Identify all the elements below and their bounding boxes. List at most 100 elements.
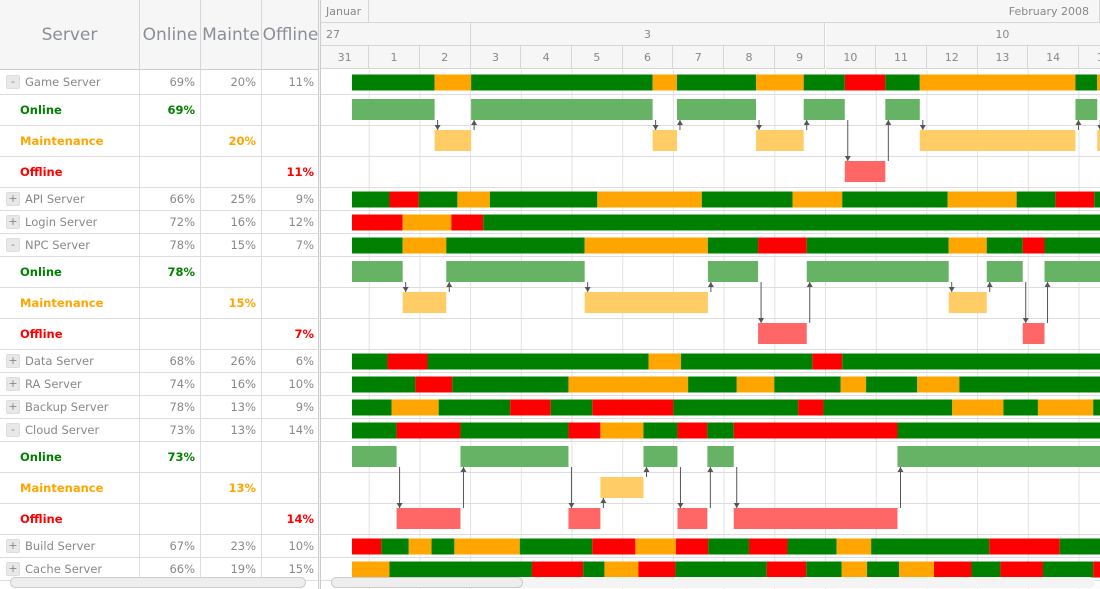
server-row[interactable]: Cache Server +66% 19% 15% [0,558,320,581]
week-header: 27 [321,23,471,46]
server-name: Login Server [0,211,140,233]
status-segment-maintenance [584,237,708,254]
grid-scrollbar-thumb[interactable] [10,577,306,588]
status-segment-offline [510,399,551,416]
status-segment-online [431,538,455,555]
online-percent [140,319,201,349]
server-row[interactable]: API Server +66% 25% 9% [0,188,320,211]
status-segment-online [489,191,598,208]
timeline-scrollbar-track[interactable] [331,577,1095,588]
online-percent: 66% [140,558,201,580]
server-name: Game Server [0,70,140,94]
collapse-button[interactable]: - [6,75,20,89]
server-row[interactable]: RA Server +74% 16% 10% [0,373,320,396]
status-bar-online [986,261,1023,282]
column-header-maintenance[interactable]: Mainte [201,0,262,70]
status-segment-offline [758,237,807,254]
splitter[interactable] [318,0,321,589]
status-label: Online [0,257,140,287]
server-row[interactable]: Data Server +68% 26% 6% [0,350,320,373]
day-header: 12 [926,46,978,69]
server-row[interactable]: NPC Server - 78% 15% 7% [0,234,320,257]
status-bar-offline [758,323,807,344]
connector-arrow-icon [652,125,659,130]
status-segment-online [351,353,388,370]
online-percent [140,473,201,503]
expand-button[interactable]: + [6,192,20,206]
server-row[interactable]: Login Server +72% 16% 12% [0,211,320,234]
status-label: Maintenance [0,288,140,318]
timeline-scrollbar-thumb[interactable] [331,577,523,588]
status-row-maintenance[interactable]: Maintenance 20% [0,126,320,157]
status-segment-online [707,237,759,254]
status-segment-online [427,353,649,370]
status-segment-online [1016,191,1056,208]
status-segment-maintenance [600,422,644,439]
day-header: 7 [673,46,725,69]
maintenance-percent [201,157,262,187]
server-row[interactable]: Game Server - 69% 20% 11% [0,70,320,95]
maintenance-percent: 13% [201,419,262,441]
status-segment-online [676,74,757,91]
status-row-maintenance[interactable]: Maintenance 13% [0,473,320,504]
status-segment-offline [748,538,788,555]
connector-arrow-icon [396,503,403,508]
offline-percent: 12% [262,211,320,233]
expand-button[interactable]: + [6,539,20,553]
status-segment-maintenance [648,353,682,370]
expand-button[interactable]: + [6,215,20,229]
status-segment-maintenance [434,74,472,91]
collapse-button[interactable]: - [6,238,20,252]
status-segment-maintenance [947,191,1017,208]
status-segment-offline [844,74,886,91]
collapse-button[interactable]: - [6,423,20,437]
online-percent: 73% [140,419,201,441]
status-bar-online [351,261,403,282]
status-segment-online [959,376,1100,393]
status-row-offline[interactable]: Offline 7% [0,319,320,350]
status-segment-online [708,538,749,555]
status-bar-maintenance [402,292,447,313]
status-segment-maintenance [736,376,775,393]
connector-arrow-icon [471,120,478,125]
status-row-maintenance[interactable]: Maintenance 15% [0,288,320,319]
status-segment-online [806,561,842,578]
column-header-server[interactable]: Server [0,0,140,70]
expand-button[interactable]: + [6,400,20,414]
status-row-offline[interactable]: Offline 11% [0,157,320,188]
status-row-offline[interactable]: Offline 14% [0,504,320,535]
maintenance-percent [201,319,262,349]
server-row[interactable]: Build Server +67% 23% 10% [0,535,320,558]
server-row[interactable]: Cloud Server - 73% 13% 14% [0,419,320,442]
status-row-online[interactable]: Online 78% [0,257,320,288]
connector-arrow-icon [434,125,441,130]
online-percent: 73% [140,442,201,472]
status-bar-maintenance [919,130,1076,151]
status-segment-online [842,353,1100,370]
day-header: 6 [622,46,674,69]
status-bar-online [803,99,845,120]
status-row-online[interactable]: Online 73% [0,442,320,473]
offline-percent [262,95,320,125]
status-label: Offline [0,157,140,187]
offline-percent: 11% [262,70,320,94]
column-header-online[interactable]: Online [140,0,201,70]
online-percent: 68% [140,350,201,372]
maintenance-percent [201,95,262,125]
status-segment-online [1094,191,1100,208]
day-header: 8 [724,46,775,69]
column-header-offline[interactable]: Offline [262,0,320,70]
status-segment-offline [387,353,428,370]
expand-button[interactable]: + [6,377,20,391]
maintenance-percent: 15% [201,234,262,256]
online-percent [140,157,201,187]
expand-button[interactable]: + [6,562,20,576]
expand-button[interactable]: + [6,354,20,368]
status-segment-online [1075,74,1098,91]
server-row[interactable]: Backup Server +78% 13% 9% [0,396,320,419]
maintenance-percent [201,504,262,534]
status-row-online[interactable]: Online 69% [0,95,320,126]
status-segment-offline [415,376,453,393]
maintenance-percent: 15% [201,288,262,318]
status-segment-online [460,422,569,439]
